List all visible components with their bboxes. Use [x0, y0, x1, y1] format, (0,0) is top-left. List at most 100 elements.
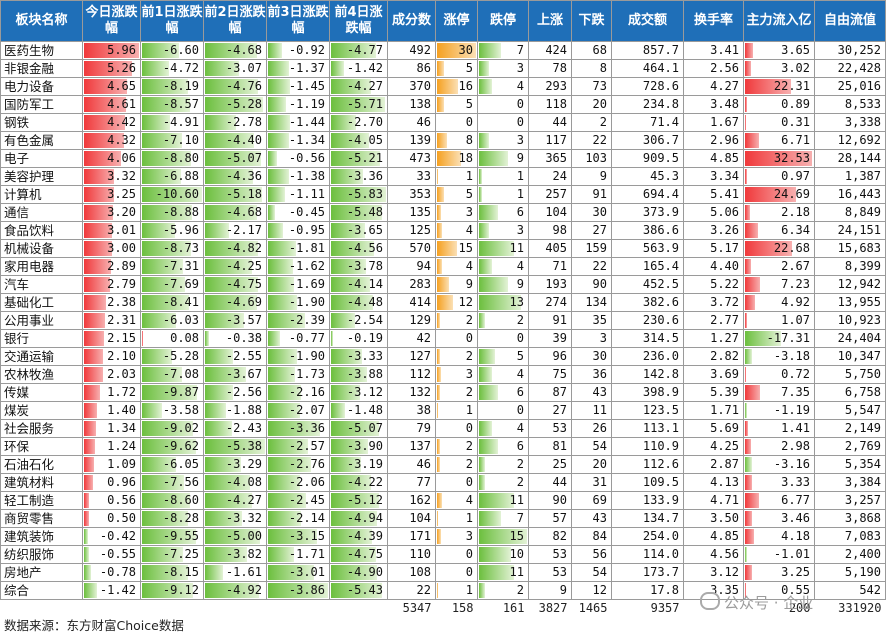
cell: 283 — [387, 275, 436, 294]
cell: -9.55 — [140, 527, 204, 546]
cell: 4 — [477, 365, 529, 384]
cell: 9 — [477, 149, 529, 168]
cell: -9.62 — [140, 437, 204, 456]
table-row: 汽车 2.79 -7.69 -4.75 -1.69 -4.14 283 9 9 193 90 452.… — [0, 275, 886, 294]
cell-value: 9 — [599, 169, 607, 183]
cell: 78 — [528, 59, 572, 78]
cell-value: 91 — [552, 313, 567, 327]
cell-value: 8,849 — [844, 205, 881, 219]
cell-value: 2 — [465, 457, 473, 471]
cell: 25,016 — [814, 77, 886, 96]
cell-value: 5,547 — [844, 403, 881, 417]
cell: 424 — [528, 41, 572, 60]
cell: 4 — [435, 221, 478, 240]
cell-value: 6 — [516, 205, 524, 219]
cell-value: 123.5 — [642, 403, 679, 417]
value-bar — [205, 187, 263, 202]
cell-value: 3 — [465, 205, 473, 219]
value-bar — [268, 439, 308, 454]
cell: 33 — [387, 167, 436, 186]
value-bar — [331, 259, 367, 274]
cell: -4.39 — [329, 527, 388, 546]
cell-value: 43 — [592, 385, 607, 399]
cell-value: -4.27 — [346, 79, 383, 93]
cell-value: 73 — [592, 79, 607, 93]
cell-value: -5.71 — [346, 97, 383, 111]
cell-value: 2.89 — [107, 259, 136, 273]
cell: -8.19 — [140, 77, 204, 96]
cell-value: 5.96 — [107, 43, 136, 57]
table-row: 社会服务 1.34 -9.02 -2.43 -3.36 -5.07 79 0 4 53 26 113.… — [0, 419, 886, 438]
cell-value: -1.42 — [99, 583, 136, 597]
cell: -3.57 — [203, 311, 267, 330]
cell-value: 694.4 — [642, 187, 679, 201]
cell: -3.29 — [203, 455, 267, 474]
cell: 2.38 — [82, 293, 141, 312]
cell-value: 86 — [416, 61, 431, 75]
value-bar — [745, 169, 747, 184]
cell: 53 — [528, 419, 572, 438]
value-bar — [84, 403, 97, 418]
cell-value: -3.65 — [346, 223, 383, 237]
cell: -7.69 — [140, 275, 204, 294]
value-bar — [205, 349, 234, 364]
cell-value: 轻工制造 — [4, 493, 55, 508]
cell: 103 — [571, 149, 612, 168]
cell-value: -3.57 — [225, 313, 262, 327]
cell-value: -5.18 — [225, 187, 262, 201]
cell-value: -1.44 — [288, 115, 325, 129]
cell-value: 3 — [516, 223, 524, 237]
cell: -1.73 — [266, 365, 330, 384]
cell: 22,428 — [814, 59, 886, 78]
cell-value: 24 — [552, 169, 567, 183]
cell: 1.72 — [82, 383, 141, 402]
cell: -4.27 — [203, 491, 267, 510]
value-bar — [331, 295, 374, 310]
sector-name: 交通运输 — [0, 347, 83, 366]
value-bar — [142, 313, 176, 328]
value-bar — [437, 349, 440, 364]
cell: -7.10 — [140, 131, 204, 150]
value-bar — [142, 223, 176, 238]
cell: -3.88 — [329, 365, 388, 384]
value-bar — [268, 385, 302, 400]
cell: 0 — [477, 329, 529, 348]
cell: 452.5 — [611, 275, 684, 294]
cell: 5.17 — [683, 239, 744, 258]
value-bar — [205, 565, 223, 580]
cell-value: 0.50 — [107, 511, 136, 525]
cell-value: 71 — [552, 259, 567, 273]
cell-value: 0 — [516, 331, 524, 345]
cell-value: -5.28 — [162, 349, 199, 363]
cell-value: -1.81 — [288, 241, 325, 255]
cell: -2.45 — [266, 491, 330, 510]
cell-value: 112 — [409, 367, 431, 381]
cell-value: 563.9 — [642, 241, 679, 255]
table-row: 传媒 1.72 -9.87 -2.56 -2.16 -3.12 132 2 6 87 43 398.9… — [0, 383, 886, 402]
value-bar — [437, 493, 443, 508]
cell-value: 4 — [516, 79, 524, 93]
cell: 139 — [387, 131, 436, 150]
cell: -4.75 — [203, 275, 267, 294]
cell: -5.83 — [329, 185, 388, 204]
cell-value: -3.82 — [225, 547, 262, 561]
cell-value: 79 — [416, 421, 431, 435]
total-cell: 5347 — [402, 601, 432, 615]
value-bar — [331, 529, 373, 544]
cell: 386.6 — [611, 221, 684, 240]
cell: 7.23 — [743, 275, 815, 294]
cell: -5.96 — [140, 221, 204, 240]
cell-value: 75 — [552, 367, 567, 381]
cell: 4.85 — [683, 149, 744, 168]
cell: -6.88 — [140, 167, 204, 186]
cell-value: 42 — [416, 331, 431, 345]
cell: 1 — [477, 167, 529, 186]
cell-value: 193 — [545, 277, 567, 291]
cell-value: -1.34 — [288, 133, 325, 147]
cell: 12,692 — [814, 131, 886, 150]
cell: 2.89 — [82, 257, 141, 276]
cell: 4.32 — [82, 131, 141, 150]
cell-value: 103 — [585, 151, 607, 165]
sector-name: 机械设备 — [0, 239, 83, 258]
value-bar — [84, 349, 104, 364]
